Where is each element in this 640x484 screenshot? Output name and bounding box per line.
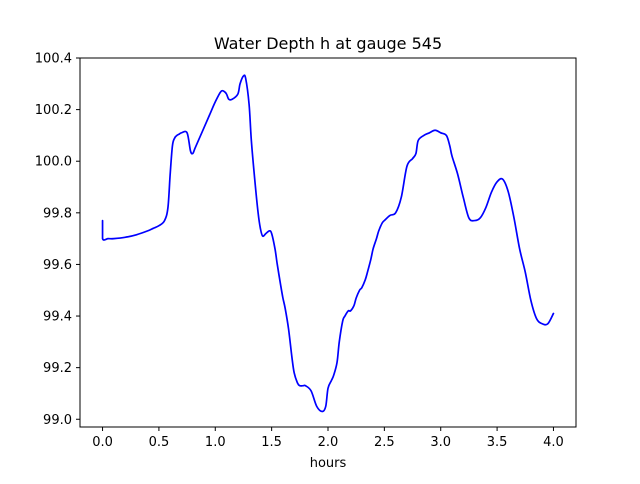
y-tick-label: 99.4 bbox=[43, 310, 72, 325]
x-tick-label: 4.0 bbox=[543, 435, 564, 450]
x-axis-label: hours bbox=[310, 456, 347, 471]
y-axis-ticks: 99.0 99.2 99.4 99.6 99.8 100.0 100.2 100.4 bbox=[35, 52, 80, 428]
x-tick-label: 2.5 bbox=[374, 435, 395, 450]
x-tick-label: 3.0 bbox=[430, 435, 451, 450]
series-line-water-depth bbox=[101, 74, 555, 413]
x-axis-ticks: 0.0 0.5 1.0 1.5 2.0 2.5 3.0 3.5 4.0 bbox=[92, 427, 564, 450]
y-tick-label: 100.4 bbox=[35, 52, 72, 67]
x-tick-label: 0.5 bbox=[149, 435, 170, 450]
x-tick-label: 2.0 bbox=[318, 435, 339, 450]
axes-frame bbox=[79, 57, 577, 428]
y-tick-label: 99.2 bbox=[43, 361, 72, 376]
x-tick-label: 3.5 bbox=[487, 435, 508, 450]
y-tick-label: 99.0 bbox=[43, 413, 72, 428]
plot-area bbox=[80, 58, 576, 427]
x-tick-label: 0.0 bbox=[92, 435, 113, 450]
x-tick-label: 1.0 bbox=[205, 435, 226, 450]
y-tick-label: 99.8 bbox=[43, 206, 72, 221]
chart-title: Water Depth h at gauge 545 bbox=[214, 34, 442, 53]
x-tick-label: 1.5 bbox=[261, 435, 282, 450]
y-tick-label: 99.6 bbox=[43, 258, 72, 273]
y-tick-label: 100.0 bbox=[35, 155, 72, 170]
y-tick-label: 100.2 bbox=[35, 103, 72, 118]
